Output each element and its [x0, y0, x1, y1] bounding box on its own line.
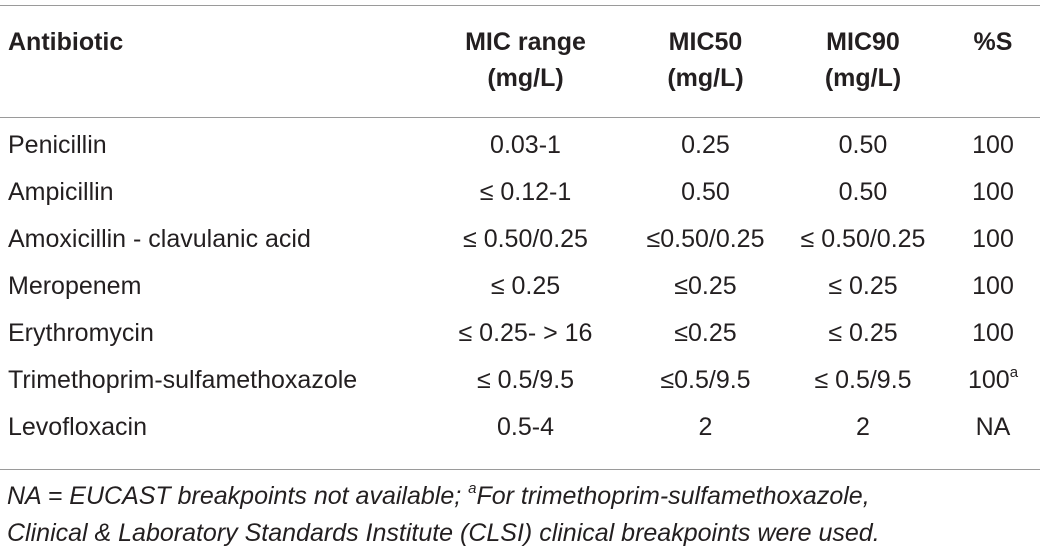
- cell-mic-range: ≤ 0.5/9.5: [476, 366, 575, 394]
- table-row: Meropenem ≤ 0.25 ≤0.25 ≤ 0.25 100: [0, 263, 1040, 310]
- cell-mic90: ≤ 0.25: [828, 319, 898, 347]
- cell-mic90: 0.50: [838, 131, 888, 159]
- cell-mic90: ≤ 0.25: [828, 272, 898, 300]
- cell-mic-range: ≤ 0.25- > 16: [458, 319, 593, 347]
- cell-mic50: ≤0.50/0.25: [646, 225, 765, 253]
- table-footnote: NA = EUCAST breakpoints not available; a…: [7, 478, 1033, 552]
- cell-antibiotic: Levofloxacin: [8, 413, 147, 441]
- header-antibiotic: Antibiotic: [8, 28, 124, 56]
- header-mic-range: MIC range (mg/L): [465, 28, 586, 92]
- cell-mic50: 0.50: [681, 178, 730, 206]
- cell-antibiotic: Amoxicillin - clavulanic acid: [8, 225, 311, 253]
- cell-mic50: 0.25: [681, 131, 730, 159]
- header-mic90: MIC90 (mg/L): [824, 28, 902, 92]
- cell-antibiotic: Ampicillin: [8, 178, 114, 206]
- cell-percent-s: 100: [972, 272, 1014, 300]
- cell-percent-s: 100: [972, 178, 1014, 206]
- cell-mic-range: ≤ 0.12-1: [479, 178, 572, 206]
- cell-mic90: 2: [856, 413, 870, 441]
- cell-percent-s: NA: [975, 413, 1011, 441]
- cell-percent-s: 100: [972, 131, 1014, 159]
- bottom-rule: [0, 469, 1040, 470]
- header-mic50: MIC50 (mg/L): [667, 28, 744, 92]
- table-row: Ampicillin ≤ 0.12-1 0.50 0.50 100: [0, 169, 1040, 216]
- footnote-line-2: Clinical & Laboratory Standards Institut…: [7, 519, 880, 547]
- cell-mic-range: ≤ 0.25: [490, 272, 561, 300]
- top-rule: [0, 5, 1040, 6]
- cell-antibiotic: Trimethoprim-sulfamethoxazole: [8, 366, 358, 394]
- cell-mic90: 0.50: [838, 178, 888, 206]
- table-row: Levofloxacin 0.5-4 2 2 NA: [0, 404, 1040, 451]
- cell-antibiotic: Penicillin: [8, 131, 107, 159]
- cell-mic90: ≤ 0.5/9.5: [814, 366, 912, 394]
- cell-mic50: ≤0.25: [674, 319, 737, 347]
- cell-antibiotic: Meropenem: [8, 272, 142, 300]
- header-rule: [0, 117, 1040, 118]
- table-row: Penicillin 0.03-1 0.25 0.50 100: [0, 118, 1040, 169]
- cell-mic50: ≤0.5/9.5: [660, 366, 751, 394]
- cell-mic50: ≤0.25: [674, 272, 737, 300]
- table-row: Erythromycin ≤ 0.25- > 16 ≤0.25 ≤ 0.25 1…: [0, 310, 1040, 357]
- header-percent-s: %S: [973, 28, 1013, 56]
- cell-mic-range: 0.03-1: [490, 131, 561, 159]
- cell-mic-range: ≤ 0.50/0.25: [463, 225, 588, 253]
- cell-antibiotic: Erythromycin: [8, 319, 154, 347]
- cell-percent-s: 100a: [967, 363, 1019, 394]
- cell-percent-s: 100: [972, 319, 1014, 347]
- footnote-marker: a: [1009, 363, 1019, 381]
- cell-mic50: 2: [698, 413, 713, 441]
- cell-percent-s: 100: [972, 225, 1014, 253]
- footnote-line-1: NA = EUCAST breakpoints not available; a…: [7, 479, 870, 510]
- header-row: Antibiotic MIC range (mg/L) MIC50 (mg/L)…: [0, 14, 1040, 118]
- cell-mic-range: 0.5-4: [497, 413, 554, 441]
- cell-mic90: ≤ 0.50/0.25: [800, 225, 926, 253]
- table-row: Trimethoprim-sulfamethoxazole ≤ 0.5/9.5 …: [0, 357, 1040, 404]
- mic-table: Antibiotic MIC range (mg/L) MIC50 (mg/L)…: [0, 14, 1040, 451]
- footnote-marker: a: [468, 479, 477, 497]
- table-row: Amoxicillin - clavulanic acid ≤ 0.50/0.2…: [0, 216, 1040, 263]
